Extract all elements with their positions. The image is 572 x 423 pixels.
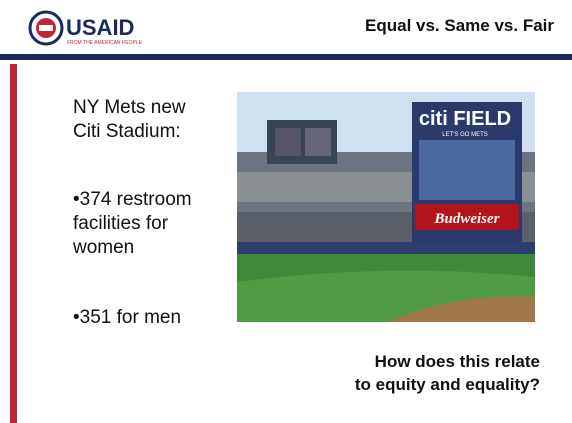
slide-title: Equal vs. Same vs. Fair bbox=[365, 16, 554, 36]
side-bar bbox=[10, 64, 17, 423]
usaid-logo: USAID FROM THE AMERICAN PEOPLE bbox=[28, 10, 168, 50]
sign: citi FIELD bbox=[419, 108, 511, 130]
bullet: •374 restroom facilities for women bbox=[73, 188, 218, 260]
bullet: •351 for men bbox=[73, 306, 218, 330]
logo-subtext: FROM THE AMERICAN PEOPLE bbox=[67, 40, 143, 46]
sign: Budweiser bbox=[433, 211, 499, 227]
slide: USAID FROM THE AMERICAN PEOPLE Equal vs.… bbox=[0, 0, 572, 423]
question-line: to equity and equality? bbox=[355, 373, 540, 396]
logo-hands bbox=[39, 25, 53, 31]
intro-text: NY Mets new Citi Stadium: bbox=[73, 96, 218, 144]
sign: LET'S GO METS bbox=[442, 132, 488, 138]
question: How does this relate to equity and equal… bbox=[355, 350, 540, 396]
stadium-photo: citi FIELD LET'S GO METS Budweiser bbox=[237, 92, 535, 322]
header-rule bbox=[0, 54, 572, 60]
logo-text: USAID bbox=[66, 15, 134, 40]
question-line: How does this relate bbox=[355, 350, 540, 373]
